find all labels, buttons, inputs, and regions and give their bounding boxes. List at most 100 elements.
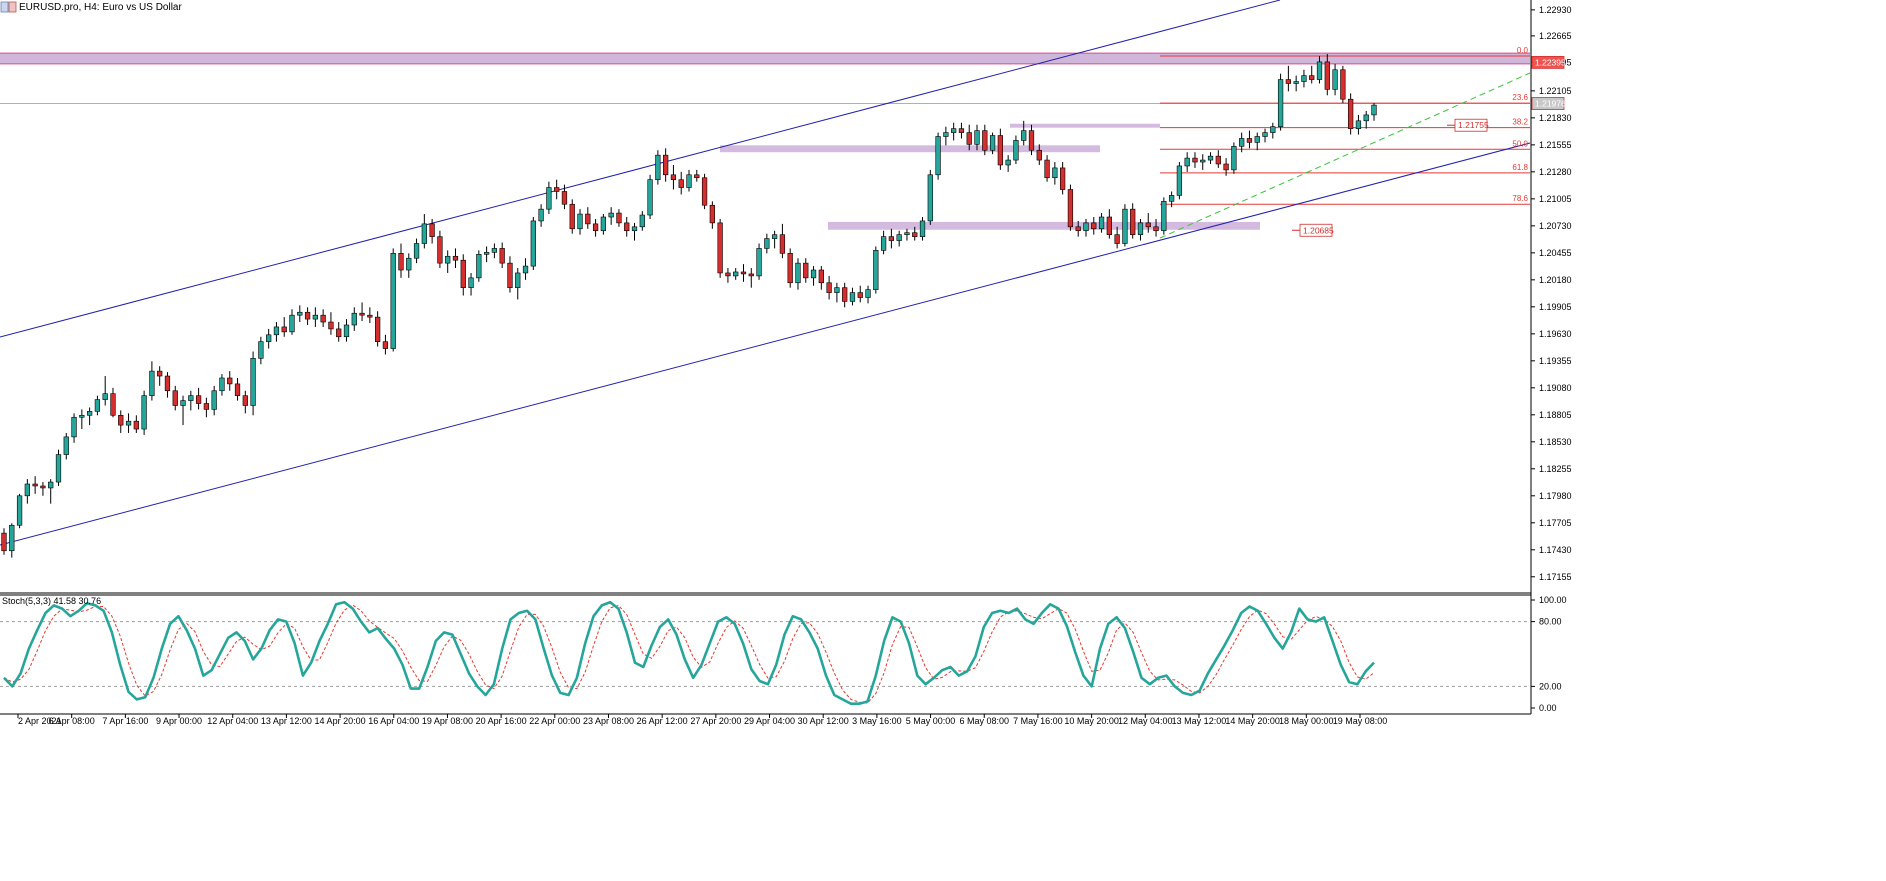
candle-body [164, 375, 171, 392]
price-tick-label: 1.17155 [1539, 572, 1572, 582]
candle-body [896, 234, 902, 241]
candle [655, 150, 661, 185]
price-label: 1.22395 [1535, 57, 1566, 67]
candle-body [694, 174, 700, 179]
candle [717, 218, 723, 278]
candle [530, 217, 536, 271]
candle [810, 266, 817, 286]
candle [1200, 154, 1206, 170]
candle [320, 309, 326, 327]
candle-body [1301, 75, 1307, 82]
candle-body [826, 282, 832, 293]
stoch-tick-label: 100.00 [1539, 595, 1567, 605]
candle-body [538, 208, 544, 222]
candle [180, 395, 186, 426]
candle-body [1192, 157, 1198, 163]
candle [733, 268, 739, 280]
candle [958, 122, 965, 139]
candle [561, 184, 568, 210]
candle-body [701, 177, 708, 206]
chart-title: EURUSD.pro, H4: Euro vs US Dollar [19, 2, 182, 13]
candle [966, 124, 972, 151]
candle-body [1371, 104, 1377, 116]
candle-body [250, 358, 256, 406]
candle-body [515, 272, 521, 288]
time-tick-label: 7 Apr 16:00 [102, 716, 148, 726]
candles-layer [1, 54, 1377, 558]
candle [507, 256, 513, 293]
candle [406, 253, 412, 278]
candle-body [849, 292, 856, 302]
candle-body [795, 262, 801, 284]
candle [974, 124, 980, 151]
candle [546, 181, 552, 215]
candle [1036, 144, 1042, 165]
candle-body [600, 216, 607, 232]
candle-body [904, 232, 910, 235]
time-tick-label: 18 May 00:00 [1279, 716, 1334, 726]
candle [1137, 218, 1144, 241]
price-tick-label: 1.19080 [1539, 383, 1572, 393]
candle [919, 217, 926, 241]
candle-body [16, 495, 23, 526]
candle [880, 230, 887, 255]
resistance-zone [720, 145, 1100, 153]
candle-body [888, 236, 895, 241]
candle-body [63, 436, 69, 455]
stoch-tick-label: 20.00 [1539, 681, 1562, 691]
candle-body [748, 273, 754, 277]
candle [1340, 65, 1346, 104]
candle [787, 248, 793, 288]
candle-body [1340, 69, 1346, 100]
candle-body [476, 254, 482, 279]
candle-body [343, 324, 350, 338]
candle [1316, 56, 1323, 84]
candle [118, 410, 124, 433]
time-tick-label: 16 Apr 04:00 [368, 716, 419, 726]
time-tick-label: 27 Apr 20:00 [690, 716, 741, 726]
time-tick-label: 6 Apr 08:00 [49, 716, 95, 726]
candle-body [1207, 155, 1214, 161]
candle [266, 328, 272, 349]
candle-body [1153, 226, 1159, 232]
candle-body [663, 154, 669, 176]
candle-body [242, 395, 248, 406]
candle [460, 254, 466, 296]
candle [234, 377, 241, 401]
candle [297, 305, 303, 323]
candle [554, 179, 560, 200]
candle [328, 312, 334, 335]
candle [1098, 213, 1105, 233]
candle [16, 493, 23, 529]
candle [616, 209, 622, 227]
candle [468, 272, 474, 296]
price-label-box [1531, 55, 1565, 69]
price-label: 1.20685 [1303, 225, 1334, 235]
candle [686, 169, 692, 192]
candle [203, 397, 210, 418]
candle [1332, 63, 1338, 96]
candle [873, 246, 879, 294]
candle [849, 287, 856, 306]
candle-body [227, 377, 233, 385]
candle [102, 376, 108, 406]
candle-body [561, 191, 568, 205]
price-tick-label: 1.17430 [1539, 545, 1572, 555]
candle-body [1122, 208, 1128, 244]
candle [476, 250, 482, 282]
candle-body [1184, 157, 1190, 167]
candle [188, 390, 194, 411]
candle [608, 207, 614, 225]
candle-body [258, 341, 264, 359]
candle-body [1262, 132, 1268, 137]
candle-body [320, 314, 326, 323]
candle-body [1083, 222, 1089, 232]
price-tick-label: 1.18805 [1539, 410, 1572, 420]
candle [1153, 218, 1159, 237]
candle-body [958, 128, 965, 133]
candle [600, 214, 607, 235]
candle-body [1060, 167, 1066, 190]
candle-body [336, 328, 342, 338]
candle [149, 361, 155, 401]
candle [227, 371, 233, 391]
